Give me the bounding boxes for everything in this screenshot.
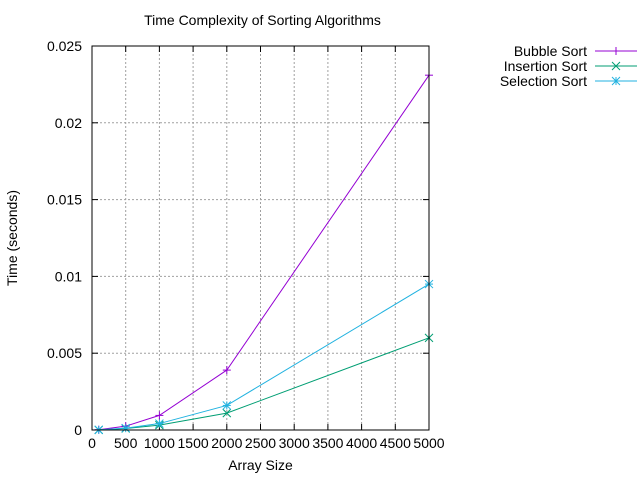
legend-label: Bubble Sort	[514, 43, 587, 59]
series-line	[98, 74, 430, 431]
x-tick-label: 2000	[211, 435, 242, 451]
axis-ticks: 0 500 1000 1500 2000 2500 3000 3500 4000 4500 5000…	[47, 38, 445, 451]
y-tick-label: 0.015	[47, 192, 82, 208]
x-tick-label: 1500	[178, 435, 209, 451]
y-axis-label: Time (seconds)	[4, 190, 20, 286]
series-selection-sort	[94, 279, 434, 435]
x-tick-label: 2500	[245, 435, 276, 451]
data-point	[222, 408, 232, 418]
x-tick-label: 4500	[380, 435, 411, 451]
data-point	[121, 423, 131, 433]
data-point	[155, 419, 164, 428]
data-point	[612, 47, 620, 55]
data-point	[611, 76, 621, 86]
legend-label: Selection Sort	[500, 73, 587, 89]
plot-frame	[91, 45, 430, 431]
x-tick-label: 0	[88, 435, 96, 451]
grid-lines	[92, 46, 429, 430]
y-tick-label: 0.02	[55, 115, 82, 131]
legend-item: Selection Sort	[500, 73, 637, 89]
y-tick-label: 0.005	[47, 345, 82, 361]
legend-label: Insertion Sort	[504, 58, 587, 74]
series-group	[94, 71, 434, 435]
x-axis-label: Array Size	[228, 457, 293, 473]
data-point	[611, 61, 621, 71]
y-tick-label: 0.01	[55, 268, 82, 284]
x-tick-label: 500	[114, 435, 138, 451]
data-point	[222, 366, 231, 375]
data-point	[155, 411, 164, 420]
series-insertion-sort	[94, 333, 434, 435]
x-tick-label: 1000	[144, 435, 175, 451]
x-tick-label: 3000	[279, 435, 310, 451]
chart-title: Time Complexity of Sorting Algorithms	[144, 12, 381, 28]
legend-item: Insertion Sort	[504, 58, 637, 74]
y-tick-label: 0.025	[47, 38, 82, 54]
series-line	[98, 283, 430, 431]
x-tick-label: 5000	[413, 435, 444, 451]
x-tick-label: 3500	[312, 435, 343, 451]
y-tick-label: 0	[74, 422, 82, 438]
series-bubble-sort	[94, 71, 433, 434]
data-point	[222, 401, 232, 410]
x-tick-label: 4000	[346, 435, 377, 451]
series-line	[98, 337, 430, 431]
legend-item: Bubble Sort	[514, 43, 637, 59]
